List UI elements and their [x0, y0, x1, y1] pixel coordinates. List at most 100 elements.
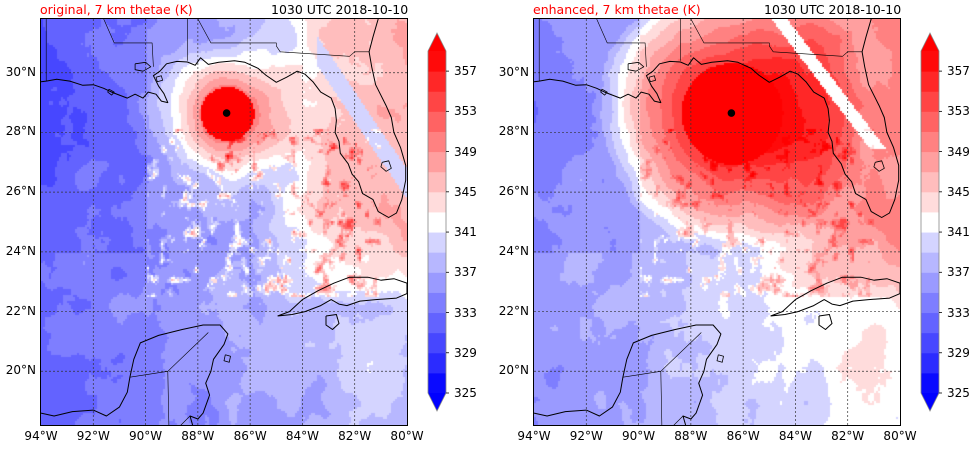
- colorbar-segment: [921, 332, 939, 354]
- island-outline: [107, 88, 115, 96]
- coastline-cozumel: [223, 354, 231, 363]
- panel-original: original, 7 km thetae (K) 1030 UTC 2018-…: [5, 2, 477, 443]
- colorbar-segment: [428, 191, 446, 213]
- country-border: [673, 415, 684, 425]
- country-border: [622, 370, 663, 425]
- coastline-cozumel: [716, 354, 724, 363]
- colorbar-segment: [921, 151, 939, 173]
- panel-enhanced: enhanced, 7 km thetae (K) 1030 UTC 2018-…: [493, 0, 972, 449]
- colorbar-segment: [921, 91, 939, 112]
- colorbar-segment: [921, 312, 939, 334]
- island-outline: [600, 88, 608, 96]
- state-border: [197, 19, 370, 57]
- colorbar-segment: [428, 91, 446, 112]
- colorbar-tick-label: 353: [454, 104, 477, 119]
- colorbar-tick-label: 337: [454, 265, 477, 280]
- x-tick-label: 80°W: [390, 429, 424, 443]
- colorbar-segment: [921, 272, 939, 293]
- colorbar-segment: [428, 232, 446, 253]
- colorbar-segment: [921, 211, 939, 233]
- panel-title: enhanced, 7 km thetae (K): [533, 2, 701, 17]
- colorbar-tick-label: 341: [947, 225, 970, 240]
- colorbar-segment: [428, 71, 446, 92]
- colorbar-segment: [428, 292, 446, 314]
- colorbar-extend-over: [428, 33, 446, 51]
- colorbar-segment: [428, 352, 446, 374]
- colorbar-tick-label: 341: [454, 225, 477, 240]
- colorbar-tick-label: 345: [947, 184, 970, 199]
- country-border: [660, 332, 702, 372]
- colorbar-tick-label: 325: [454, 386, 477, 400]
- coastline-yucatan: [41, 324, 229, 425]
- colorbar-extend-over: [921, 33, 939, 51]
- colorbar-segment: [921, 252, 939, 273]
- state-border: [690, 19, 863, 57]
- x-tick-label: 92°W: [569, 429, 603, 443]
- y-tick-label: 28°N: [5, 124, 36, 139]
- colorbar-enhanced: [920, 32, 942, 412]
- colorbar-segment: [428, 131, 446, 153]
- colorbar-tick-label: 349: [454, 144, 477, 159]
- colorbar-segment: [428, 372, 446, 394]
- storm-center-marker: [222, 109, 231, 117]
- y-tick-label: 22°N: [498, 303, 529, 318]
- colorbar-tick-label: 349: [947, 144, 970, 159]
- x-tick-label: 80°W: [883, 429, 917, 443]
- colorbar-segment: [428, 211, 446, 233]
- colorbar-tick-label: 329: [454, 345, 477, 360]
- x-tick-label: 90°W: [621, 429, 656, 443]
- x-tick-label: 94°W: [517, 429, 551, 443]
- panel-title: original, 7 km thetae (K): [40, 2, 193, 17]
- x-tick-label: 94°W: [24, 429, 58, 443]
- colorbar-segment: [921, 191, 939, 213]
- colorbar-tick-label: 357: [947, 64, 970, 79]
- country-border: [167, 332, 209, 372]
- state-border: [596, 19, 647, 67]
- x-tick-label: 88°W: [674, 429, 708, 443]
- colorbar-extend-under: [921, 393, 939, 411]
- colorbar-segment: [428, 272, 446, 293]
- colorbar-tick-label: 333: [947, 305, 970, 320]
- lake-outline: [627, 61, 645, 72]
- coastline-cuba: [770, 276, 900, 317]
- y-tick-label: 24°N: [5, 243, 36, 258]
- map-overlay-original: [41, 19, 407, 425]
- colorbar-segment: [428, 312, 446, 334]
- map-enhanced: [533, 18, 901, 426]
- lake-outline: [873, 160, 885, 172]
- colorbar-segment: [428, 151, 446, 173]
- y-tick-label: 20°N: [498, 363, 529, 378]
- x-tick-label: 86°W: [726, 429, 760, 443]
- coastline-isla-juventud: [818, 314, 833, 330]
- colorbar-segment: [428, 332, 446, 354]
- colorbar-segment: [428, 51, 446, 72]
- colorbar-tick-label: 337: [947, 265, 970, 280]
- state-border: [103, 19, 154, 67]
- colorbar-tick-label: 325: [947, 386, 970, 400]
- x-tick-label: 84°W: [778, 429, 812, 443]
- island-outline: [155, 75, 163, 83]
- country-border: [129, 370, 170, 425]
- colorbar-segment: [921, 372, 939, 394]
- colorbar-segment: [428, 252, 446, 273]
- storm-center-marker: [727, 109, 736, 117]
- colorbar-tick-label: 333: [454, 305, 477, 320]
- x-tick-label: 82°W: [831, 429, 865, 443]
- y-tick-label: 24°N: [498, 243, 529, 258]
- y-tick-label: 26°N: [5, 184, 36, 199]
- coastline-us-gulf: [534, 19, 900, 218]
- x-tick-label: 92°W: [76, 429, 110, 443]
- x-tick-label: 86°W: [233, 429, 267, 443]
- y-tick-label: 30°N: [5, 64, 36, 79]
- colorbar-segment: [428, 171, 446, 193]
- x-tick-label: 90°W: [128, 429, 163, 443]
- map-overlay-enhanced: [534, 19, 900, 425]
- thetae-field-original: [41, 19, 407, 425]
- colorbar-segment: [921, 292, 939, 314]
- colorbar-segment: [921, 352, 939, 374]
- colorbar-svg: [427, 32, 449, 412]
- colorbar-segment: [921, 131, 939, 153]
- y-tick-label: 26°N: [498, 184, 529, 199]
- colorbar-extend-under: [428, 393, 446, 411]
- colorbar-segment: [921, 111, 939, 132]
